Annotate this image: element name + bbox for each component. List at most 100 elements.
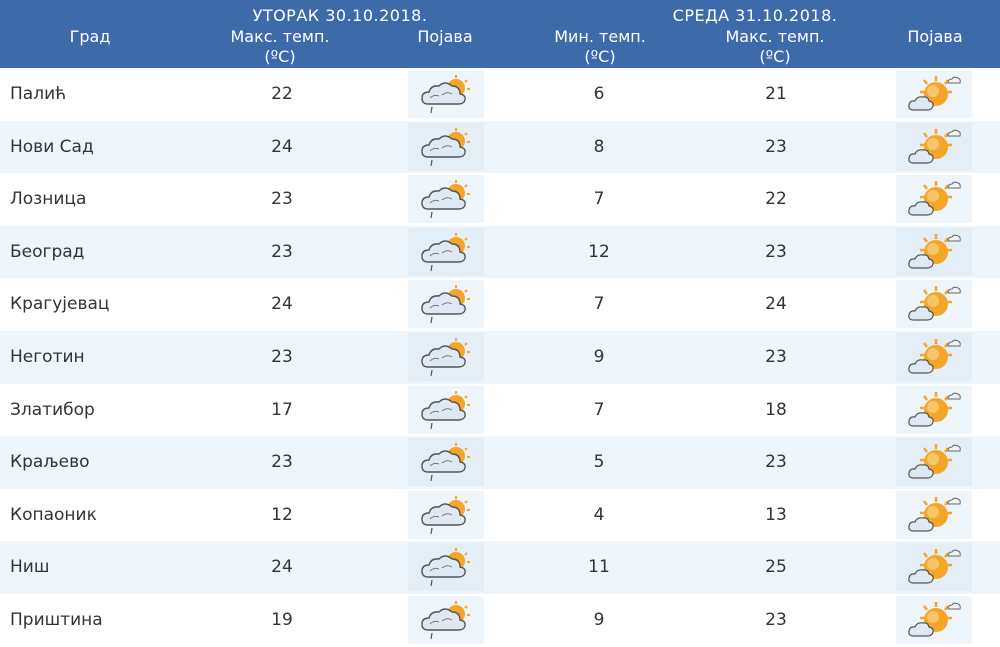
day2-phenomenon [896, 70, 972, 118]
sunny-cloudy-icon [908, 181, 961, 216]
day2-min-temp: 8 [593, 136, 605, 157]
partly-cloudy-rain-icon [421, 127, 470, 166]
day2-min-temp: 6 [593, 84, 605, 104]
day2-max-temp: 23 [765, 241, 787, 262]
table-row: Београд 23 12 23 [0, 225, 1000, 279]
day1-phenomenon [408, 438, 484, 487]
day1-max-temp: 17 [271, 399, 293, 420]
day2-min-temp: 9 [593, 346, 605, 367]
day2-max-temp: 18 [765, 399, 787, 420]
partly-cloudy-rain-icon [421, 390, 470, 429]
partly-cloudy-rain-icon [421, 75, 470, 114]
city-name: Београд [10, 241, 85, 262]
table-header: Град УТОРАК 30.10.2018. Макс. темп. (ºC)… [0, 0, 1000, 68]
table-row: Лозница 23 7 22 [0, 173, 1000, 226]
day2-phenomenon [896, 227, 972, 276]
city-name: Неготин [10, 346, 85, 367]
day2-phenomenon [896, 543, 972, 592]
max-temp-label: Макс. темп. [230, 27, 330, 46]
day1-max-temp: 23 [271, 189, 293, 210]
day1-phenomenon [408, 332, 484, 381]
sunny-cloudy-icon [908, 601, 961, 637]
day1-phenomenon [408, 122, 484, 171]
day2-min-temp: 7 [593, 189, 605, 210]
day1-phenomenon [408, 543, 484, 592]
partly-cloudy-rain-icon [421, 337, 470, 377]
day1-phenomenon [408, 385, 484, 434]
city-name: Златибор [10, 399, 95, 420]
day2-phenomenon [896, 438, 972, 487]
city-name: Нови Сад [10, 136, 94, 157]
day1-phenomenon [408, 175, 484, 224]
sunny-cloudy-icon [908, 128, 961, 164]
day1-max-temp: 12 [271, 504, 293, 525]
sunny-cloudy-icon [908, 496, 961, 532]
day1-max-temp: 19 [271, 609, 293, 630]
day1-max-temp: 23 [271, 346, 293, 367]
partly-cloudy-rain-icon [421, 443, 470, 482]
day1-phenomenon [408, 595, 484, 644]
sunny-cloudy-icon [908, 338, 961, 374]
sunny-cloudy-icon [908, 391, 961, 427]
day2-phenomenon [896, 490, 972, 539]
partly-cloudy-rain-icon [421, 180, 470, 219]
city-name: Краљево [10, 452, 90, 473]
table-row: Приштина 19 9 23 [0, 594, 1000, 647]
unit-label: (ºC) [759, 47, 791, 66]
day2-phenomenon [896, 332, 972, 381]
day1-max-temp: 22 [271, 84, 293, 104]
day1-max-temp: 24 [271, 557, 293, 578]
day2-min-temp: 12 [588, 241, 610, 262]
sunny-cloudy-icon [908, 286, 961, 321]
day2-max-temp: 23 [765, 346, 787, 367]
day1-date: УТОРАК 30.10.2018. [252, 6, 428, 25]
day1-max-temp: 23 [271, 241, 293, 262]
sunny-cloudy-icon [908, 444, 961, 479]
day2-phenomenon [896, 595, 972, 644]
day2-min-temp: 11 [588, 557, 610, 578]
table-row: Палић 22 6 21 [0, 68, 1000, 121]
day2-min-temp: 9 [593, 609, 605, 630]
day1-phenomenon-header: Појава [417, 27, 473, 46]
unit-label: (ºC) [584, 47, 616, 66]
day1-phenomenon [408, 490, 484, 539]
city-column-header: Град [69, 27, 111, 46]
city-name: Лозница [10, 189, 87, 210]
max-temp-label: Макс. темп. [725, 27, 825, 46]
day2-max-temp: 24 [765, 294, 787, 315]
day2-max-temp: 23 [765, 609, 787, 630]
city-name: Ниш [10, 557, 50, 578]
day2-max-temp: 13 [765, 504, 787, 525]
city-name: Крагујевац [10, 294, 110, 315]
sunny-cloudy-icon [908, 549, 961, 584]
min-temp-label: Мин. темп. [554, 27, 646, 46]
day2-phenomenon [896, 385, 972, 434]
day2-min-temp: 7 [593, 399, 605, 420]
day1-max-temp-header: Макс. темп. (ºC) [210, 27, 350, 67]
day1-phenomenon [408, 70, 484, 118]
day2-date: СРЕДА 31.10.2018. [672, 6, 838, 25]
day2-phenomenon-header: Појава [907, 27, 963, 46]
table-row: Златибор 17 7 18 [0, 384, 1000, 437]
day1-max-temp: 23 [271, 452, 293, 473]
city-name: Приштина [10, 609, 103, 630]
partly-cloudy-rain-icon [421, 495, 470, 534]
day1-max-temp: 24 [271, 136, 293, 157]
day2-max-temp: 22 [765, 189, 787, 210]
table-row: Ниш 24 11 25 [0, 541, 1000, 594]
partly-cloudy-rain-icon [421, 232, 470, 271]
day2-min-temp: 7 [593, 294, 605, 315]
day2-max-temp: 23 [765, 452, 787, 473]
day2-min-temp: 4 [593, 504, 605, 525]
city-name: Палић [10, 84, 67, 104]
day1-phenomenon [408, 280, 484, 329]
table-row: Неготин 23 9 23 [0, 330, 1000, 384]
day2-phenomenon [896, 175, 972, 224]
day1-max-temp: 24 [271, 294, 293, 315]
partly-cloudy-rain-icon [421, 600, 470, 640]
day2-min-temp: 5 [593, 452, 605, 473]
day2-max-temp: 21 [765, 84, 787, 104]
day2-max-temp: 25 [765, 557, 787, 578]
unit-label: (ºC) [264, 47, 296, 66]
table-row: Копаоник 12 4 13 [0, 489, 1000, 542]
